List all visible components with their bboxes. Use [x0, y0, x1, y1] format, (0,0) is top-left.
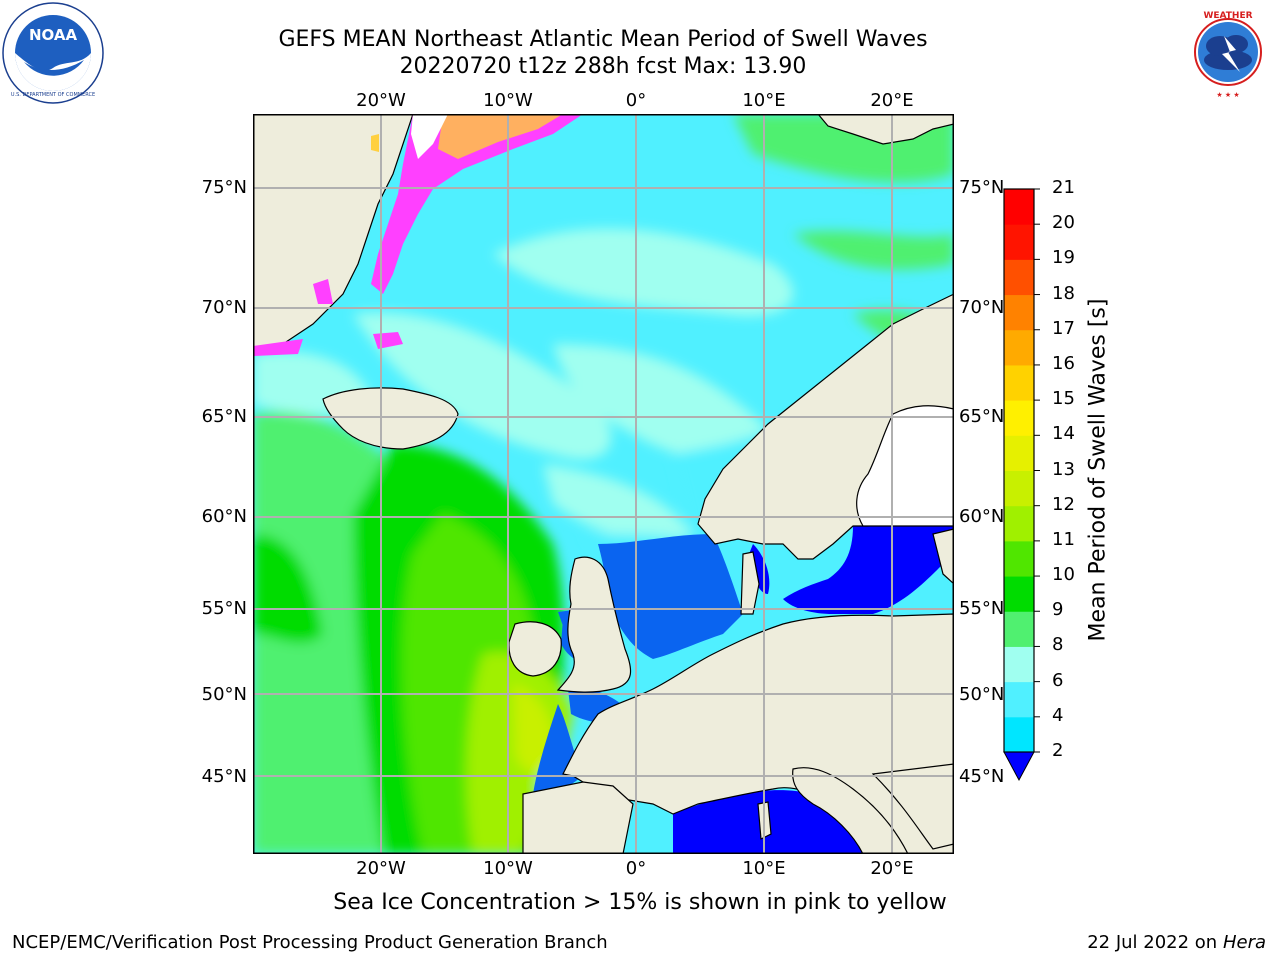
colorbar-tick-label: 17 — [1052, 317, 1075, 339]
lat-label-right: 70°N — [959, 297, 1005, 318]
svg-text:★ ★ ★: ★ ★ ★ — [1216, 91, 1239, 99]
footer-credit: NCEP/EMC/Verification Post Processing Pr… — [12, 932, 608, 953]
colorbar-tick-label: 12 — [1052, 493, 1075, 515]
svg-text:U.S. DEPARTMENT OF COMMERCE: U.S. DEPARTMENT OF COMMERCE — [11, 92, 95, 98]
ireland — [508, 621, 562, 677]
lat-label-left: 50°N — [201, 684, 247, 705]
lon-label-bottom: 0° — [625, 858, 647, 879]
colorbar-segment — [1004, 329, 1034, 366]
colorbar-segment — [1004, 681, 1034, 718]
map-subtitle: 20220720 t12z 288h fcst Max: 13.90 — [399, 54, 807, 79]
colorbar-tick-label: 11 — [1052, 528, 1075, 550]
colorbar-tick-label: 6 — [1052, 669, 1064, 691]
noaa-logo: NOAA U.S. DEPARTMENT OF COMMERCE — [2, 2, 104, 104]
lon-label-top: 0° — [625, 90, 647, 111]
graticule — [253, 114, 954, 854]
lon-label-bottom: 20°W — [356, 858, 406, 879]
colorbar-segment — [1004, 224, 1034, 260]
lat-label-left: 45°N — [201, 766, 247, 787]
lat-label-right: 50°N — [959, 684, 1005, 705]
colorbar-segment — [1004, 189, 1034, 225]
iceland — [322, 387, 459, 450]
lat-label-left: 65°N — [201, 406, 247, 427]
noaa-logo-text: NOAA — [29, 26, 78, 44]
colorbar-tick-label: 16 — [1052, 352, 1075, 374]
iberia — [522, 781, 634, 854]
footer-date-text: 22 Jul 2022 on — [1087, 932, 1223, 953]
colorbar-segment — [1004, 435, 1034, 471]
swell-period-map — [253, 114, 954, 854]
colorbar-tick-label: 15 — [1052, 388, 1075, 410]
lon-label-bottom: 20°E — [870, 858, 914, 879]
denmark — [740, 551, 760, 615]
lat-label-left: 55°N — [201, 598, 247, 619]
national-weather-service-logo: WEATHER ★ ★ ★ — [1180, 4, 1276, 100]
colorbar-segment — [1004, 716, 1034, 753]
colorbar-tick-label: 2 — [1052, 740, 1064, 761]
colorbar-segment — [1004, 505, 1034, 542]
footer-machine: Hera — [1222, 932, 1266, 953]
lat-label-right: 45°N — [959, 766, 1005, 787]
svalbard — [817, 114, 954, 145]
lat-label-right: 55°N — [959, 598, 1005, 619]
lon-label-top: 10°W — [483, 90, 533, 111]
colorbar-under-arrow — [1003, 751, 1035, 782]
colorbar-tick-label: 18 — [1052, 282, 1075, 304]
north-sea — [598, 534, 743, 659]
colorbar-tick-label: 14 — [1052, 423, 1075, 445]
colorbar-segment — [1004, 611, 1034, 647]
baltic-sea — [783, 526, 954, 614]
colorbar-segment — [1004, 364, 1034, 401]
colorbar-tick-label: 10 — [1052, 564, 1075, 586]
colorbar-label: Mean Period of Swell Waves [s] — [1085, 298, 1111, 642]
sea-ice — [253, 114, 583, 356]
colorbar — [1003, 188, 1040, 782]
colorbar-tick-label: 20 — [1052, 212, 1075, 234]
colorbar-tick-label: 19 — [1052, 247, 1075, 269]
colorbar-segment — [1004, 576, 1034, 612]
colorbar-tick-label: 4 — [1052, 704, 1064, 726]
lat-label-left: 60°N — [201, 506, 247, 527]
colorbar-tick-label: 13 — [1052, 458, 1075, 480]
colorbar-tick-label: 21 — [1052, 177, 1075, 198]
lon-label-bottom: 10°W — [483, 858, 533, 879]
lon-label-top: 20°E — [870, 90, 914, 111]
sea-ice-note: Sea Ice Concentration > 15% is shown in … — [333, 890, 947, 915]
land — [253, 114, 954, 854]
swell-period-field — [253, 114, 954, 854]
colorbar-segment — [1004, 259, 1034, 296]
colorbar-segment — [1004, 646, 1034, 683]
svg-text:WEATHER: WEATHER — [1203, 11, 1252, 21]
colorbar-segment — [1004, 470, 1034, 507]
footer-date: 22 Jul 2022 on Hera — [1087, 932, 1266, 953]
lon-label-top: 20°W — [356, 90, 406, 111]
colorbar-segment — [1004, 294, 1034, 331]
lat-label-left: 75°N — [201, 177, 247, 198]
lat-label-left: 70°N — [201, 297, 247, 318]
map-title: GEFS MEAN Northeast Atlantic Mean Period… — [278, 27, 928, 52]
lon-label-top: 10°E — [742, 90, 786, 111]
colorbar-tick-label: 9 — [1052, 599, 1064, 621]
lat-label-right: 60°N — [959, 506, 1005, 527]
colorbar-tick-label: 8 — [1052, 634, 1064, 656]
colorbar-segment — [1004, 540, 1034, 577]
lon-label-bottom: 10°E — [742, 858, 786, 879]
lat-label-right: 75°N — [959, 177, 1005, 198]
colorbar-segment — [1004, 400, 1034, 436]
lat-label-right: 65°N — [959, 406, 1005, 427]
